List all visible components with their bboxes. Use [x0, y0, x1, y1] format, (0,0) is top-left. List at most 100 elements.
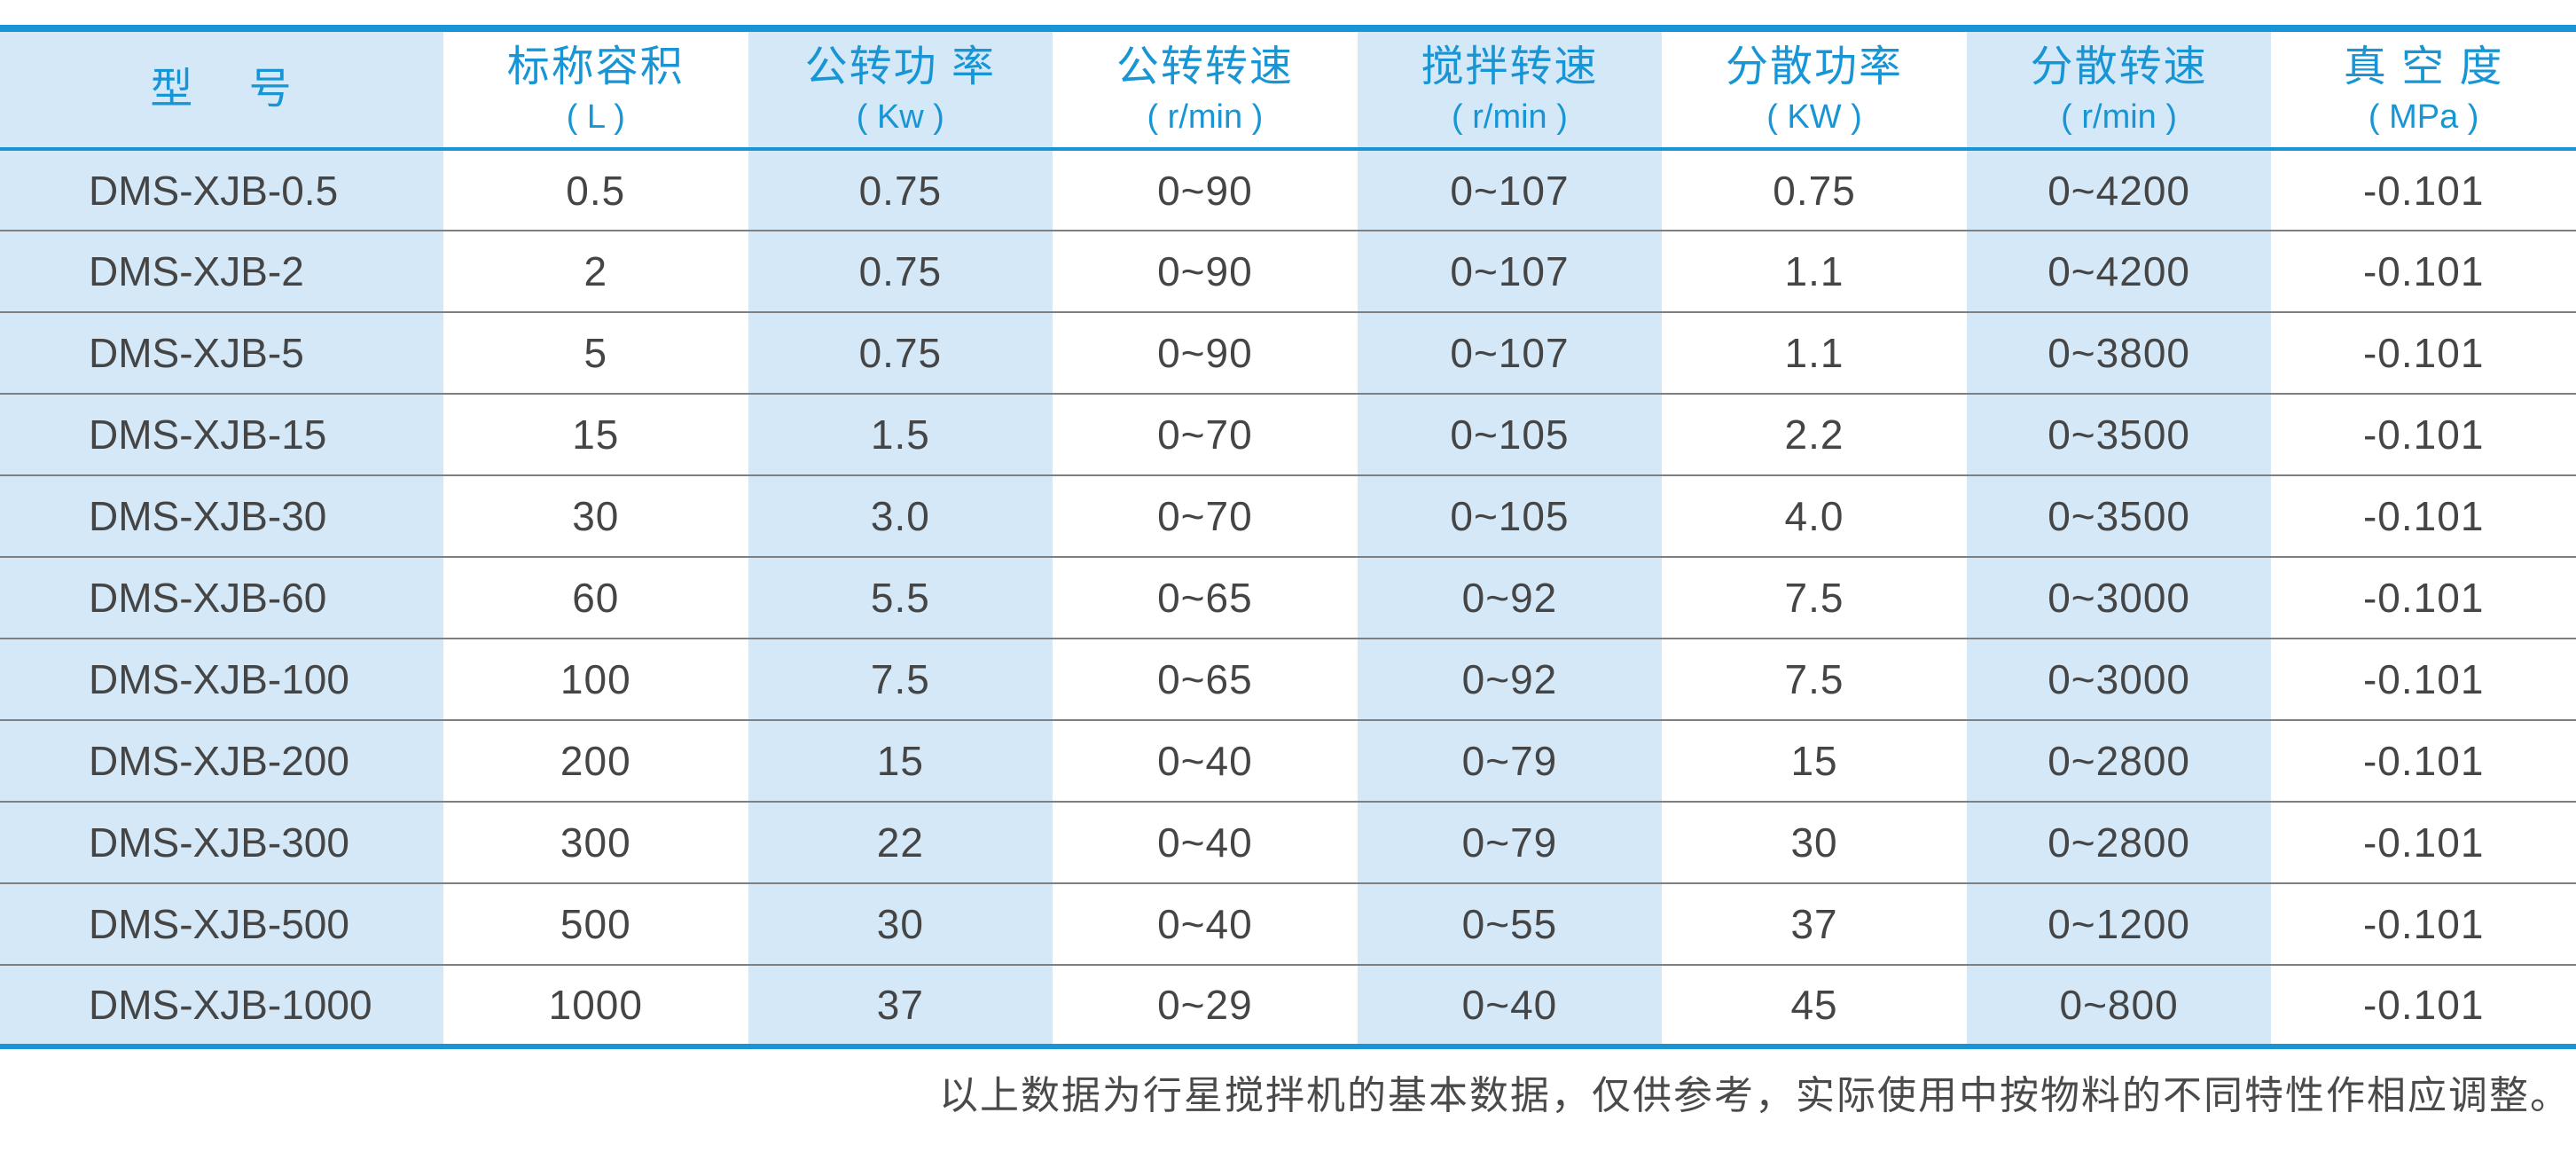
value-cell: 2	[583, 248, 608, 294]
value-cell: 0~92	[1357, 557, 1663, 639]
value-cell: 37	[748, 965, 1053, 1046]
value-cell: 0~4200	[1966, 231, 2272, 312]
column-title: 公转转速	[1116, 43, 1294, 91]
column-header: 真 空 度 ( MPa )	[2271, 28, 2576, 151]
value-cell: -0.101	[2362, 656, 2485, 702]
value-cell: 0~55	[1357, 883, 1663, 965]
value-cell: 1000	[548, 982, 643, 1028]
value-cell: 7.5	[748, 639, 1053, 720]
table-row: DMS-XJB-100 100 7.5 0~65 0~92 7.5 0~3000 -0.101	[0, 639, 2576, 720]
header-row: 型 号标称容积( L ) 公转功 率( Kw ) 公转转速( r/min ) 搅拌转速…	[0, 28, 2576, 151]
value-cell: 15	[1790, 738, 1838, 784]
value-cell: 0~3800	[1966, 312, 2272, 394]
column-unit: ( r/min )	[1452, 98, 1568, 137]
value-cell: 7.5	[1784, 575, 1844, 621]
table-row: DMS-XJB-60 60 5.5 0~65 0~92 7.5 0~3000 -0.101	[0, 557, 2576, 639]
column-title: 型 号	[150, 66, 294, 113]
column-header: 分散转速 ( r/min )	[1966, 28, 2272, 151]
value-cell: -0.101	[2362, 819, 2485, 866]
model-cell: DMS-XJB-60	[0, 557, 443, 639]
value-cell: 0~40	[1357, 965, 1663, 1046]
value-cell: 0.5	[566, 167, 626, 214]
value-cell: 1.1	[1784, 330, 1844, 376]
column-title: 标称容积	[506, 43, 685, 91]
column-header: 型 号	[0, 28, 443, 151]
value-cell: -0.101	[2362, 330, 2485, 376]
value-cell: 0~90	[1157, 167, 1253, 214]
column-unit: ( Kw )	[856, 98, 944, 137]
value-cell: 1.1	[1784, 248, 1844, 294]
value-cell: -0.101	[2362, 493, 2485, 539]
value-cell: 0~2800	[1966, 802, 2272, 883]
value-cell: 15	[748, 720, 1053, 802]
value-cell: 5	[583, 330, 608, 376]
value-cell: 0~70	[1157, 411, 1253, 458]
value-cell: 500	[560, 901, 631, 947]
value-cell: -0.101	[2362, 901, 2485, 947]
value-cell: 0~90	[1157, 330, 1253, 376]
value-cell: 0~65	[1157, 656, 1253, 702]
value-cell: 0~105	[1357, 475, 1663, 557]
value-cell: -0.101	[2362, 982, 2485, 1028]
model-cell: DMS-XJB-300	[0, 802, 443, 883]
column-title: 分散功率	[1726, 43, 1904, 91]
value-cell: 200	[560, 738, 631, 784]
model-cell: DMS-XJB-200	[0, 720, 443, 802]
spec-table: 型 号标称容积( L ) 公转功 率( Kw ) 公转转速( r/min ) 搅拌转速…	[0, 25, 2576, 1049]
model-cell: DMS-XJB-1000	[0, 965, 443, 1046]
value-cell: 30	[1790, 819, 1838, 866]
value-cell: 4.0	[1784, 493, 1844, 539]
value-cell: 22	[748, 802, 1053, 883]
value-cell: 0~1200	[1966, 883, 2272, 965]
model-cell: DMS-XJB-5	[0, 312, 443, 394]
model-cell: DMS-XJB-30	[0, 475, 443, 557]
table-row: DMS-XJB-2 2 0.75 0~90 0~107 1.1 0~4200 -0.101	[0, 231, 2576, 312]
column-unit: ( MPa )	[2368, 98, 2479, 137]
value-cell: 30	[748, 883, 1053, 965]
value-cell: 0~107	[1357, 149, 1663, 231]
model-cell: DMS-XJB-0.5	[0, 149, 443, 231]
value-cell: 0~92	[1357, 639, 1663, 720]
value-cell: 0~4200	[1966, 149, 2272, 231]
table-header: 型 号标称容积( L ) 公转功 率( Kw ) 公转转速( r/min ) 搅拌转速…	[0, 28, 2576, 151]
value-cell: 0~79	[1357, 720, 1663, 802]
value-cell: 0~107	[1357, 312, 1663, 394]
value-cell: 15	[572, 411, 620, 458]
value-cell: 5.5	[748, 557, 1053, 639]
table-row: DMS-XJB-500 500 30 0~40 0~55 37 0~1200 -0.101	[0, 883, 2576, 965]
column-header: 标称容积 ( L )	[443, 28, 748, 151]
column-title: 分散转速	[2030, 43, 2208, 91]
value-cell: 100	[560, 656, 631, 702]
value-cell: 0~3500	[1966, 394, 2272, 475]
value-cell: -0.101	[2362, 167, 2485, 214]
value-cell: 0~70	[1157, 493, 1253, 539]
model-cell: DMS-XJB-2	[0, 231, 443, 312]
column-header: 公转转速 ( r/min )	[1053, 28, 1358, 151]
value-cell: 0~105	[1357, 394, 1663, 475]
column-title: 搅拌转速	[1421, 43, 1599, 91]
column-unit: ( r/min )	[1147, 98, 1264, 137]
table-body: DMS-XJB-0.5 0.5 0.75 0~90 0~107 0.75 0~4200 -0.…	[0, 149, 2576, 1046]
column-header: 搅拌转速 ( r/min )	[1357, 28, 1663, 151]
column-header: 公转功 率 ( Kw )	[748, 28, 1053, 151]
value-cell: 0~40	[1157, 738, 1253, 784]
value-cell: 0~40	[1157, 901, 1253, 947]
value-cell: 0.75	[748, 149, 1053, 231]
column-unit: ( KW )	[1766, 98, 1862, 137]
value-cell: -0.101	[2362, 575, 2485, 621]
value-cell: -0.101	[2362, 411, 2485, 458]
value-cell: -0.101	[2362, 738, 2485, 784]
table-row: DMS-XJB-200 200 15 0~40 0~79 15 0~2800 -0.101	[0, 720, 2576, 802]
value-cell: 0.75	[1773, 167, 1856, 214]
value-cell: 0~40	[1157, 819, 1253, 866]
table-row: DMS-XJB-1000 1000 37 0~29 0~40 45 0~800 -0.101	[0, 965, 2576, 1046]
table-row: DMS-XJB-5 5 0.75 0~90 0~107 1.1 0~3800 -0.101	[0, 312, 2576, 394]
value-cell: 0~29	[1157, 982, 1253, 1028]
column-title: 公转功 率	[804, 43, 997, 91]
value-cell: 0~2800	[1966, 720, 2272, 802]
value-cell: 0~90	[1157, 248, 1253, 294]
value-cell: 0~3500	[1966, 475, 2272, 557]
model-cell: DMS-XJB-100	[0, 639, 443, 720]
value-cell: 0~3000	[1966, 557, 2272, 639]
value-cell: 3.0	[748, 475, 1053, 557]
